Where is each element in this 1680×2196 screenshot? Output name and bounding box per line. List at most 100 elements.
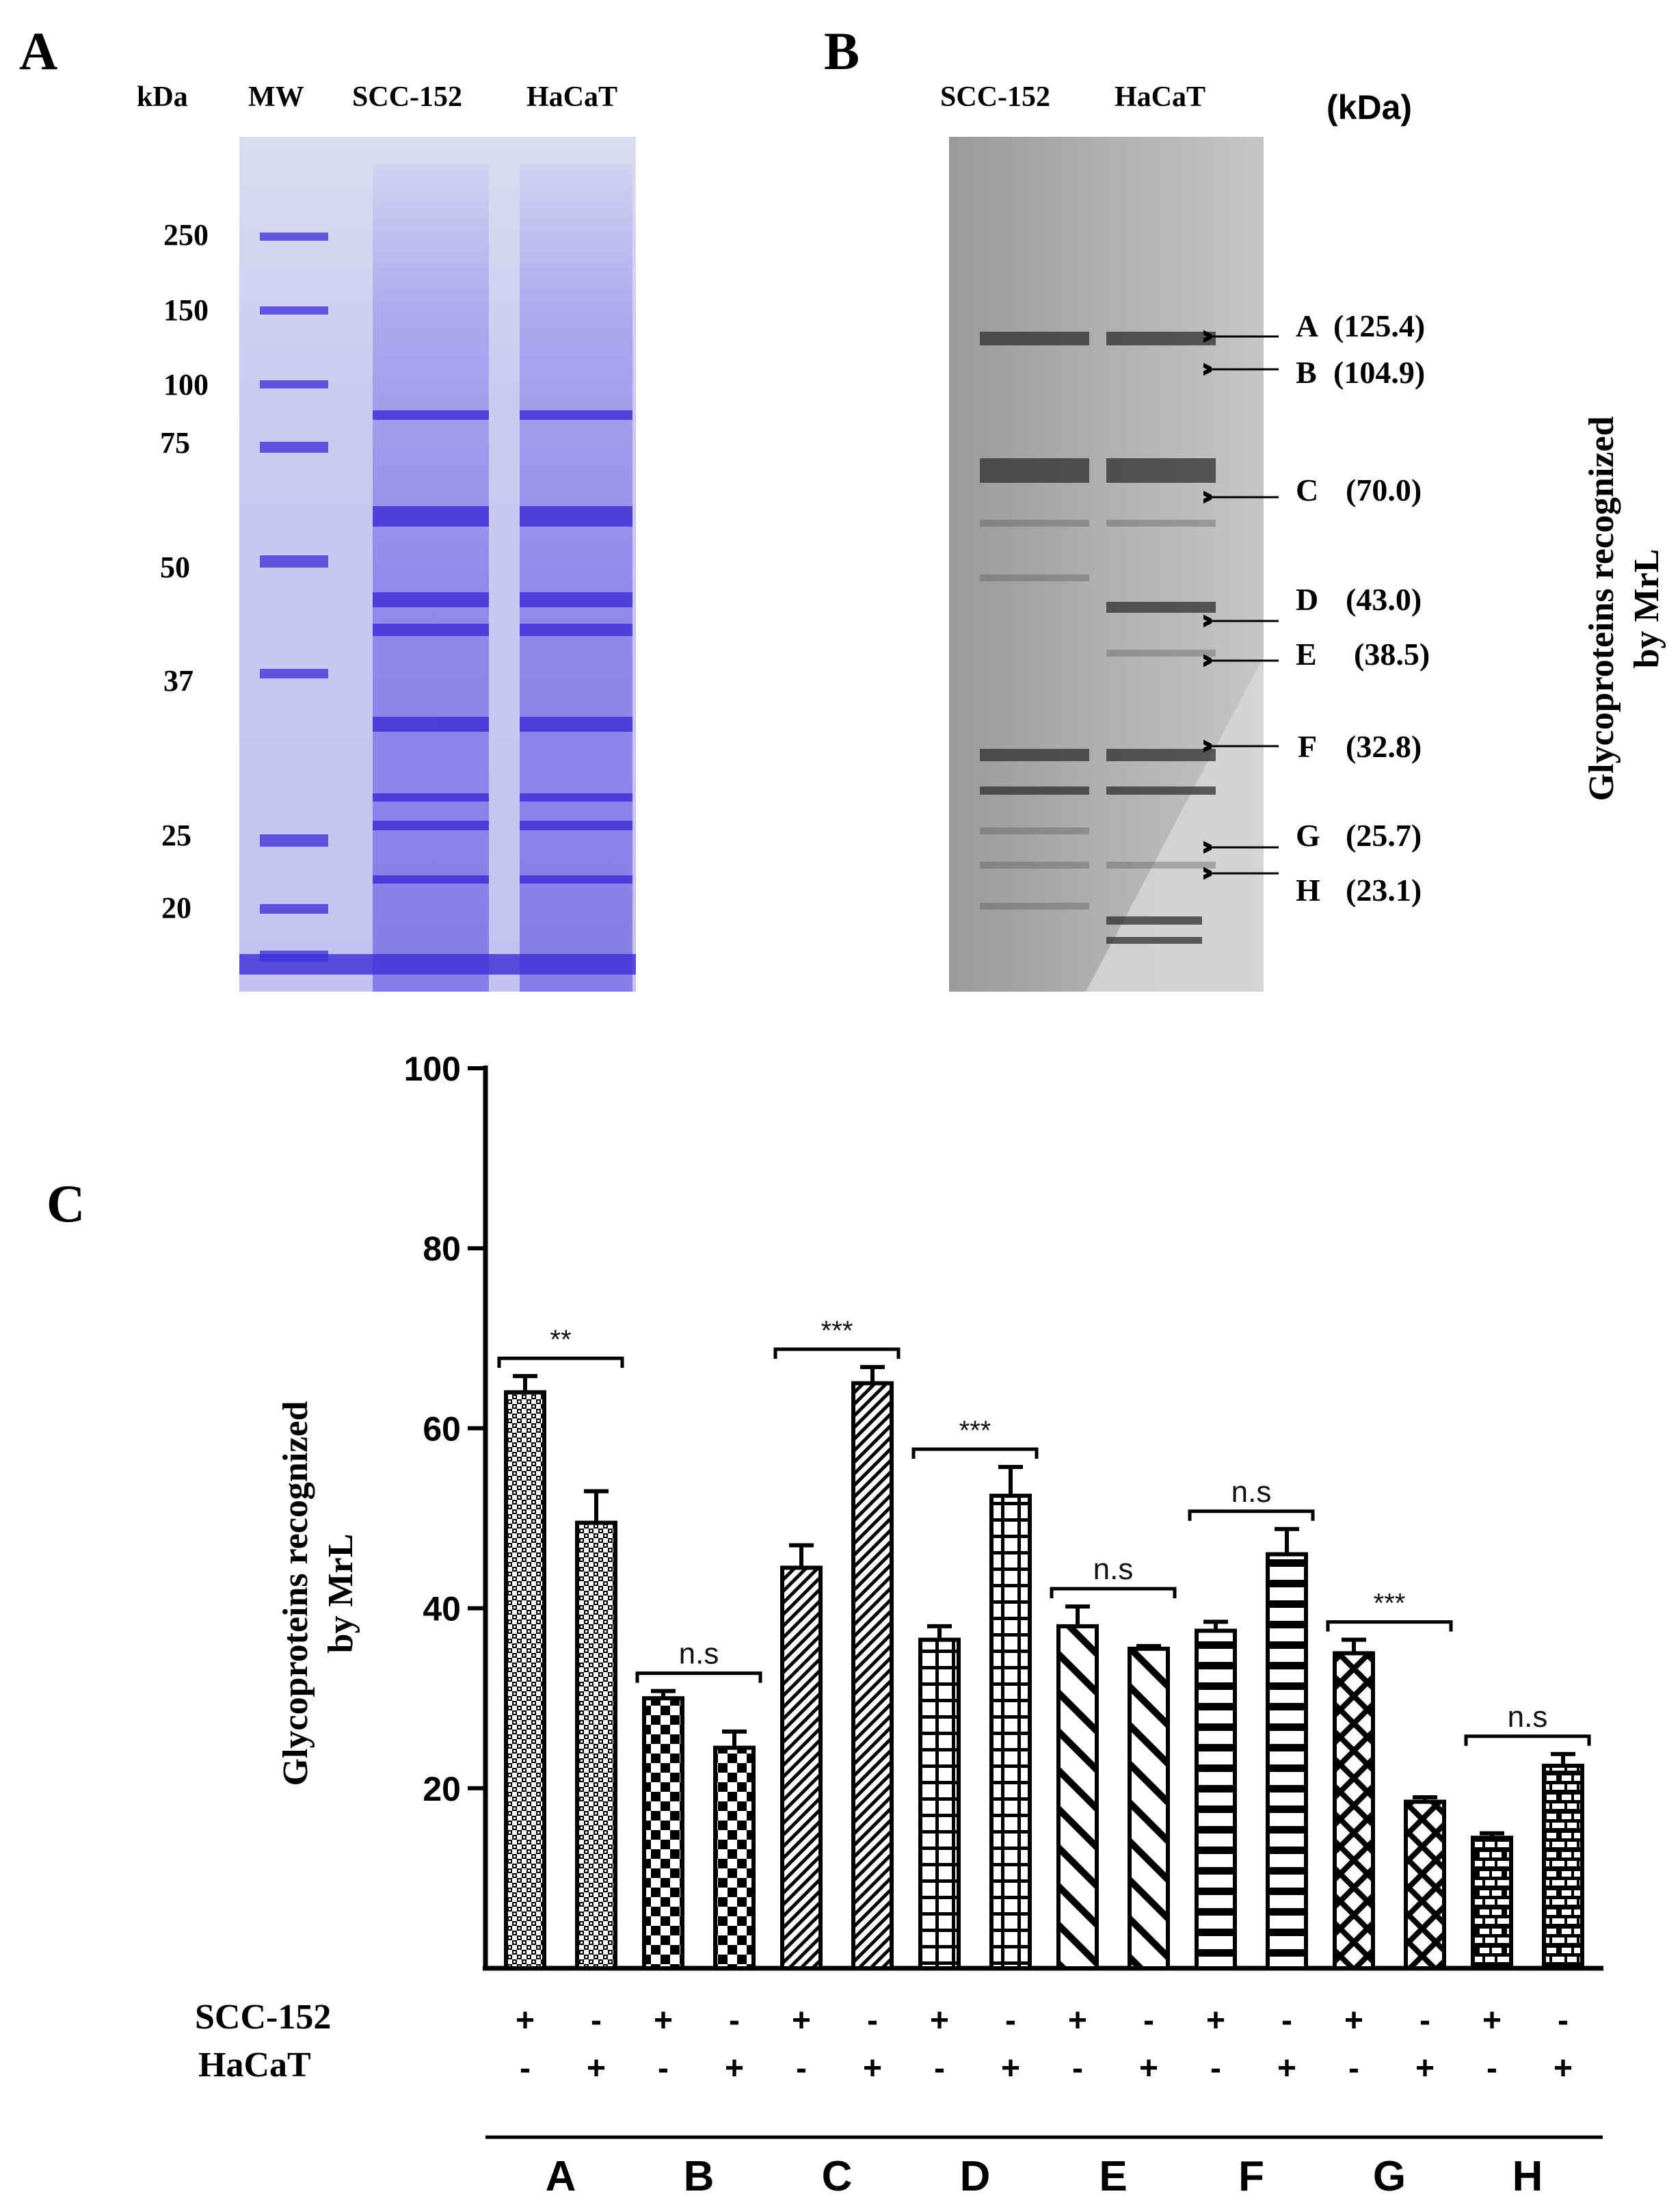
y-tick-label: 20 [423, 1770, 461, 1808]
marker-label: 100 [163, 368, 209, 401]
band-letter: G [1296, 818, 1320, 853]
category-label: H [1512, 2153, 1543, 2196]
panel-a-mw-header: MW [248, 81, 304, 113]
significance-bracket [1050, 1587, 1177, 1598]
significance-label: n.s [1093, 1552, 1134, 1586]
category-label: D [960, 2153, 991, 2196]
band-kda: (70.0) [1346, 473, 1422, 507]
y-tick-label: 100 [404, 1050, 461, 1088]
hacat-sign: - [934, 2050, 945, 2087]
bar-e-scc152 [1056, 1624, 1099, 1970]
significance-label: *** [959, 1416, 991, 1446]
bar-d-scc152 [918, 1637, 961, 1970]
significance-bracket [497, 1356, 624, 1368]
band-kda: (23.1) [1346, 873, 1422, 908]
bar-h-hacat [1542, 1763, 1584, 1971]
row-label-scc152: SCC-152 [195, 1998, 332, 2037]
band-letter: C [1296, 473, 1319, 507]
scc152-sign: + [516, 2002, 535, 2039]
panel-b-unit-header: (kDa) [1326, 88, 1413, 127]
scc152-sign: + [1482, 2002, 1502, 2039]
band-letter: F [1298, 729, 1318, 764]
category-label: E [1099, 2153, 1127, 2196]
scc152-sign: - [729, 2002, 740, 2039]
coomassie-gel-image [239, 137, 636, 992]
scc152-sign: + [1068, 2002, 1087, 2039]
hacat-sign: - [1486, 2050, 1497, 2087]
marker-label: 50 [160, 551, 190, 584]
band-arrows [1203, 315, 1279, 903]
scc152-sign: - [1281, 2002, 1292, 2039]
bar-b-scc152 [642, 1696, 684, 1970]
significance-label: *** [1374, 1589, 1406, 1619]
hacat-sign: + [1001, 2050, 1020, 2087]
marker-label: 250 [163, 218, 209, 252]
scc152-sign: + [792, 2002, 811, 2039]
scc152-sign: - [867, 2002, 878, 2039]
marker-label: 20 [161, 891, 191, 925]
bar-f-scc152 [1195, 1628, 1237, 1970]
scc152-sign: - [1558, 2002, 1569, 2039]
bar-d-hacat [989, 1494, 1032, 1970]
panel-a-letter: A [19, 21, 58, 81]
panel-b-side-title-line2: by MrL [1627, 548, 1666, 669]
hacat-sign: - [658, 2050, 669, 2087]
hacat-sign: - [1072, 2050, 1083, 2087]
significance-bracket [1326, 1620, 1453, 1632]
scc152-sign: + [1206, 2002, 1225, 2039]
bar-f-hacat [1266, 1552, 1308, 1970]
panel-c-letter: C [46, 1174, 85, 1233]
scc152-sign: - [1143, 2002, 1154, 2039]
marker-label: 37 [163, 664, 194, 698]
hacat-sign: - [1348, 2050, 1359, 2087]
band-kda: (43.0) [1346, 582, 1422, 617]
hacat-sign: + [1554, 2050, 1573, 2087]
bar-g-scc152 [1333, 1651, 1375, 1971]
significance-bracket [1188, 1509, 1315, 1521]
category-label: B [684, 2153, 715, 2196]
panel-b-side-title: Glycoproteins recognized by MrL [1579, 369, 1675, 848]
band-kda: (104.9) [1333, 355, 1426, 390]
band-kda: (32.8) [1346, 729, 1422, 764]
band-letter: E [1296, 637, 1317, 672]
significance-bracket [1464, 1734, 1591, 1746]
bar-c-scc152 [780, 1565, 823, 1970]
significance-label: n.s [1231, 1475, 1272, 1509]
significance-label: n.s [679, 1637, 719, 1671]
y-tick-label: 80 [423, 1230, 461, 1268]
marker-label: 25 [161, 819, 191, 852]
bar-e-hacat [1128, 1646, 1170, 1970]
panel-a-lane1-header: SCC-152 [352, 81, 463, 113]
scc152-sign: - [1419, 2002, 1430, 2039]
hacat-sign: + [1277, 2050, 1296, 2087]
marker-label: 150 [163, 293, 209, 327]
band-kda: (125.4) [1333, 308, 1426, 343]
significance-bracket [911, 1447, 1039, 1459]
hacat-sign: + [587, 2050, 606, 2087]
scc152-sign: + [654, 2002, 673, 2039]
bar-chart: 20 40 60 80 100 ** A + - - + n.s B + - - + *** C + - - + *** D + -… [404, 1050, 1603, 2196]
band-kda: (38.5) [1354, 637, 1430, 672]
panel-a-kda-header: kDa [137, 81, 188, 113]
panel-b-lane2-header: HaCaT [1115, 81, 1206, 113]
significance-bracket [635, 1671, 762, 1683]
row-label-hacat: HaCaT [198, 2046, 311, 2085]
bar-h-scc152 [1471, 1836, 1513, 1971]
scc152-sign: + [930, 2002, 949, 2039]
significance-bracket [773, 1347, 901, 1359]
bar-b-hacat [713, 1745, 756, 1970]
category-label: G [1373, 2153, 1406, 2196]
panel-b-lane1-header: SCC-152 [940, 81, 1051, 113]
band-letter: D [1296, 582, 1319, 617]
panel-b-letter: B [824, 21, 860, 81]
scc152-sign: - [591, 2002, 602, 2039]
panel-b-side-title-line1: Glycoproteins recognized [1582, 416, 1621, 802]
significance-label: *** [821, 1316, 853, 1346]
bar-a-scc152 [504, 1390, 546, 1970]
significance-label: n.s [1508, 1700, 1548, 1734]
category-label: F [1238, 2153, 1264, 2196]
bar-a-hacat [575, 1520, 617, 1970]
hacat-sign: + [863, 2050, 882, 2087]
bar-g-hacat [1404, 1799, 1446, 1971]
